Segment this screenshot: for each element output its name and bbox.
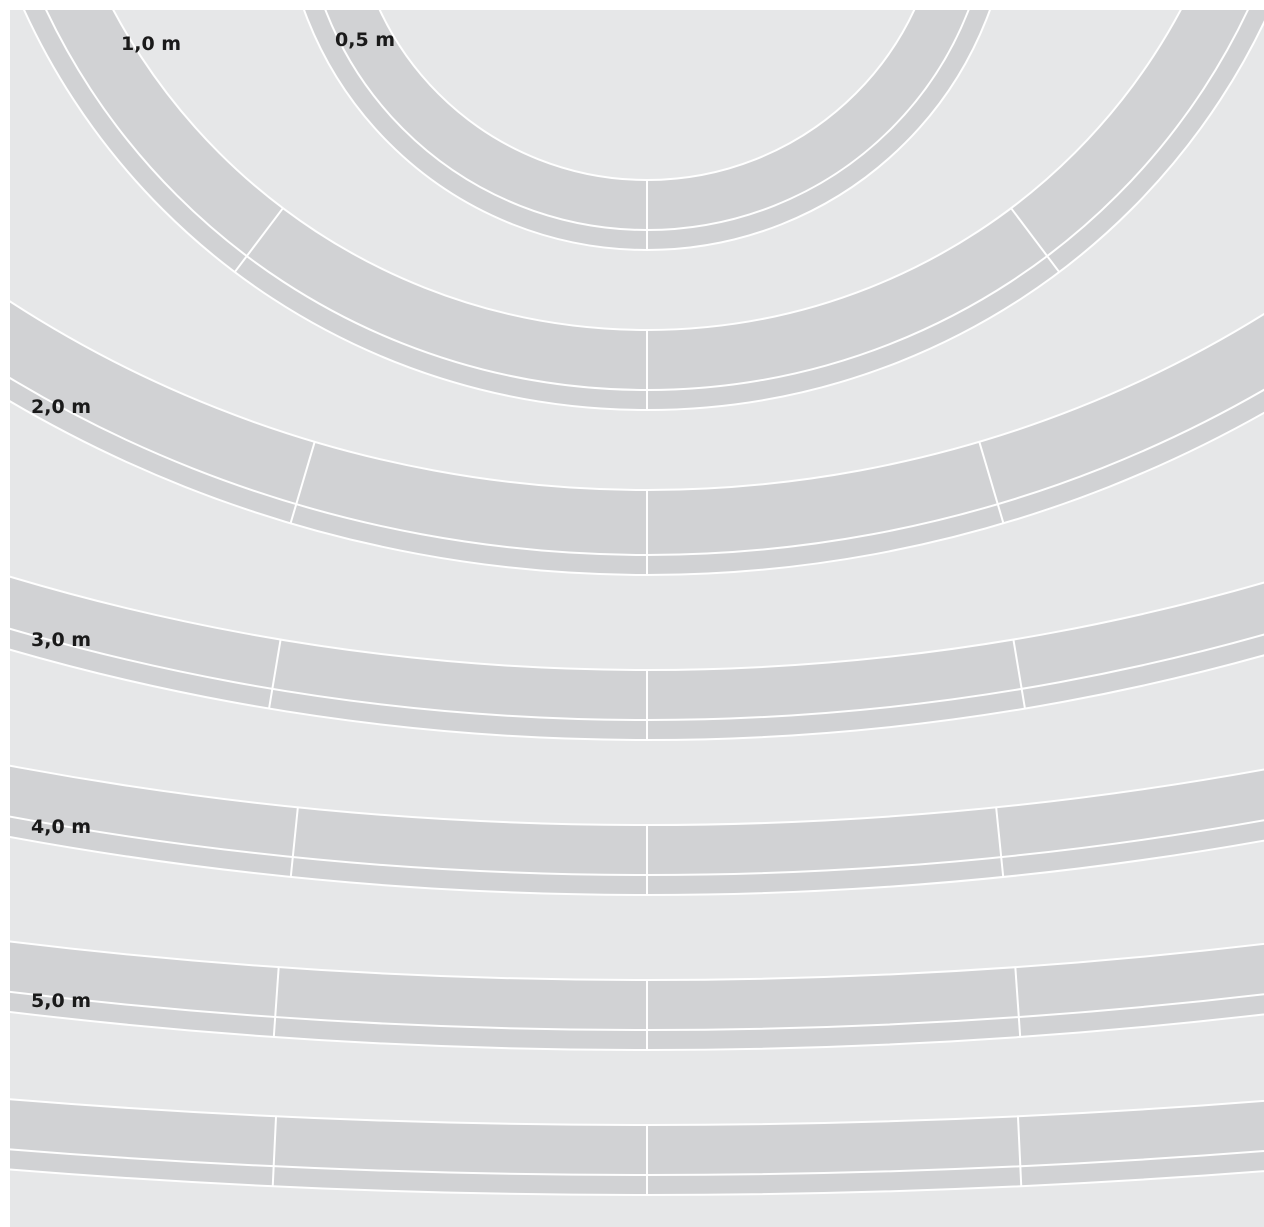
distance-label-2-0m: 2,0 m [31,396,92,418]
zone-ring-segment-divider [978,441,1005,524]
zone-ring-segment-divider [1014,967,1022,1038]
zone-ring-segment-divider [995,807,1005,878]
distance-label-1-0m: 1,0 m [121,33,182,55]
distance-label-4-0m: 4,0 m [31,816,92,838]
distance-label-5-0m: 5,0 m [31,990,92,1012]
zone-ring [303,10,991,251]
zone-ring-segment-divider [268,639,282,709]
zone-ring-segment-divider [1016,1116,1023,1187]
zone-ring-segment-divider [289,807,299,878]
zone-ring-segment-divider [1010,207,1061,273]
distance-label-3-0m: 3,0 m [31,629,92,651]
zone-ring-segment-divider [289,441,316,524]
zone-ring-segment-divider [1012,639,1026,709]
distance-label-0-5m: 0,5 m [335,29,396,51]
zone-ring-segment-divider [271,1116,278,1187]
zone-ring-segment-divider [272,967,280,1038]
zone-ring-segment-divider [233,207,284,273]
